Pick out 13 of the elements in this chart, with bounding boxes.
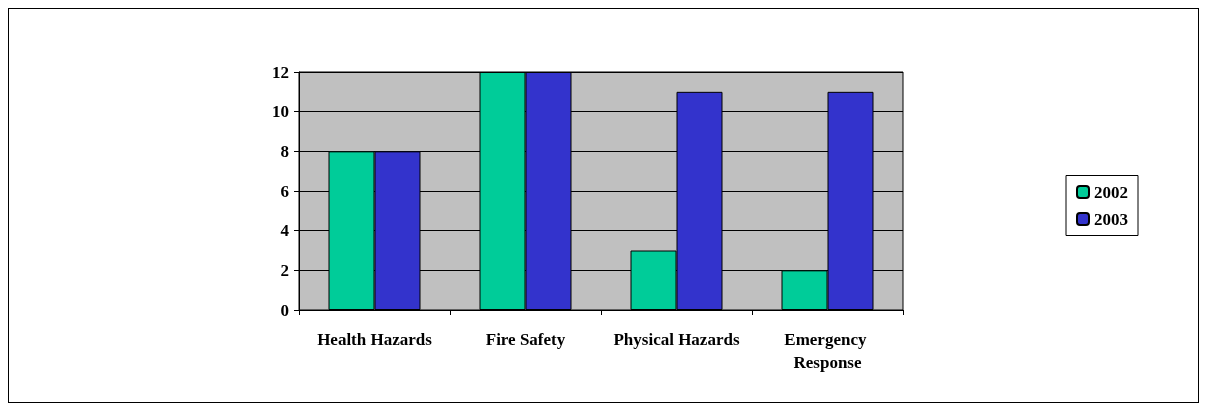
- y-tick-label: 8: [280, 141, 289, 161]
- y-tick-label: 6: [280, 181, 289, 201]
- x-tick-label: Fire Safety: [485, 330, 566, 349]
- legend-label: 2003: [1094, 209, 1128, 229]
- x-tick-label: Emergency Response: [784, 330, 871, 372]
- legend-label: 2002: [1094, 182, 1128, 202]
- y-tick-label: 4: [280, 221, 290, 241]
- y-tick-label: 0: [280, 300, 289, 320]
- x-tick-label: Health Hazards: [317, 330, 433, 349]
- y-tick-label: 12: [272, 62, 289, 82]
- y-tick-label: 10: [272, 102, 289, 122]
- y-tick-label: 2: [280, 260, 289, 280]
- x-tick-label: Physical Hazards: [613, 330, 740, 349]
